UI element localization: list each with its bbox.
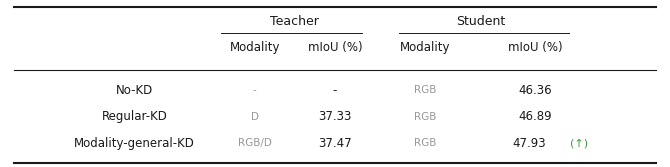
Text: RGB: RGB bbox=[414, 112, 436, 122]
Text: RGB: RGB bbox=[414, 138, 436, 148]
Text: 37.33: 37.33 bbox=[318, 110, 352, 123]
Text: 37.47: 37.47 bbox=[318, 137, 352, 150]
Text: -: - bbox=[333, 84, 337, 97]
Text: Modality: Modality bbox=[230, 41, 280, 54]
Text: mIoU (%): mIoU (%) bbox=[509, 41, 563, 54]
Text: Modality-general-KD: Modality-general-KD bbox=[74, 137, 195, 150]
Text: 47.93: 47.93 bbox=[512, 137, 545, 150]
Text: 46.89: 46.89 bbox=[519, 110, 552, 123]
Text: Teacher: Teacher bbox=[271, 15, 320, 28]
Text: 46.36: 46.36 bbox=[519, 84, 552, 97]
Text: (↑): (↑) bbox=[570, 138, 588, 148]
Text: RGB/D: RGB/D bbox=[238, 138, 272, 148]
Text: RGB: RGB bbox=[414, 85, 436, 95]
Text: No-KD: No-KD bbox=[116, 84, 153, 97]
Text: D: D bbox=[251, 112, 259, 122]
Text: -: - bbox=[253, 85, 257, 95]
Text: Student: Student bbox=[456, 15, 505, 28]
Text: Regular-KD: Regular-KD bbox=[101, 110, 168, 123]
Text: mIoU (%): mIoU (%) bbox=[308, 41, 362, 54]
Text: Modality: Modality bbox=[400, 41, 450, 54]
